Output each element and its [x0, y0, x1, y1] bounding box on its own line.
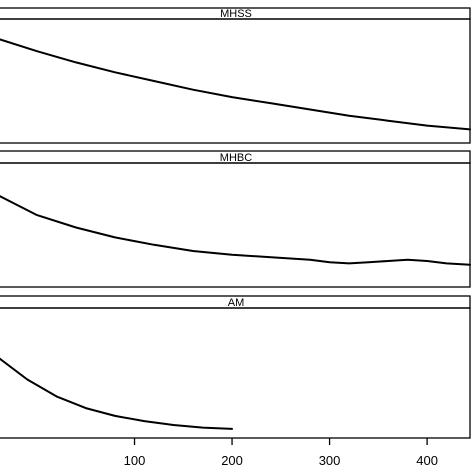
x-tick-label: 200	[221, 453, 243, 468]
x-tick-label: 300	[319, 453, 341, 468]
series-line	[0, 357, 233, 430]
panel-border	[0, 162, 471, 288]
x-tick-label: 100	[124, 453, 146, 468]
panel-border	[0, 18, 471, 144]
strip-label: MHSS	[220, 8, 252, 20]
panel-am: AM	[0, 295, 471, 439]
x-tick-label: 400	[416, 453, 438, 468]
series-line	[0, 195, 471, 266]
strip-label: AM	[228, 297, 245, 309]
strip-label: MHBC	[220, 152, 252, 164]
panel-border	[0, 307, 471, 439]
panel-mhss: MHSS	[0, 7, 471, 144]
x-axis: 100 200 300 400	[124, 438, 438, 468]
panel-mhbc: MHBC	[0, 150, 471, 288]
series-line	[0, 38, 471, 131]
